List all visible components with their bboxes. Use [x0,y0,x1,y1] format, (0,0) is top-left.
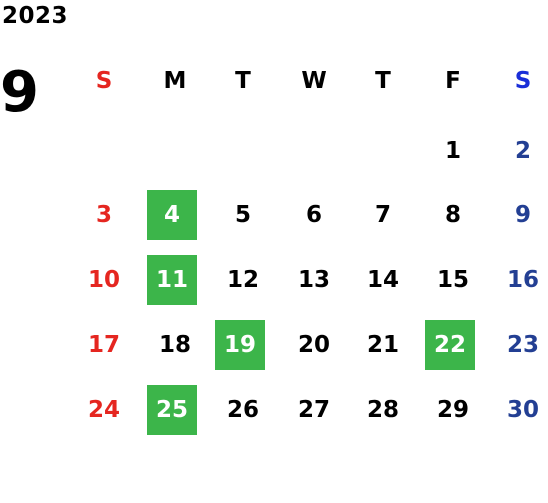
calendar-day[interactable]: 2 [514,138,531,164]
calendar-day[interactable]: 15 [436,267,469,293]
calendar-day[interactable]: 1 [444,138,461,164]
weekday-header-monday: M [163,68,187,94]
calendar-day[interactable]: 30 [506,397,539,423]
calendar-day[interactable]: 3 [95,202,112,228]
calendar-day[interactable]: 12 [226,267,259,293]
calendar-day[interactable]: 21 [366,332,399,358]
weekday-header-tuesday: T [235,68,251,94]
weekday-header-wednesday: W [301,68,327,94]
calendar-day-highlighted[interactable]: 11 [147,255,197,305]
calendar-day[interactable]: 24 [87,397,120,423]
weekday-header-thursday: T [375,68,391,94]
calendar-day[interactable]: 28 [366,397,399,423]
calendar-day[interactable]: 27 [297,397,330,423]
calendar-day[interactable]: 9 [514,202,531,228]
calendar-day[interactable]: 26 [226,397,259,423]
weekday-header-sunday: S [95,68,113,94]
calendar-day[interactable]: 29 [436,397,469,423]
calendar-day[interactable]: 18 [158,332,191,358]
calendar-day[interactable]: 14 [366,267,399,293]
calendar-day-highlighted[interactable]: 4 [147,190,197,240]
calendar-day[interactable]: 17 [87,332,120,358]
weekday-header-saturday: S [514,68,532,94]
calendar-day-highlighted[interactable]: 22 [425,320,475,370]
calendar-day[interactable]: 20 [297,332,330,358]
calendar-day-highlighted[interactable]: 25 [147,385,197,435]
calendar-day[interactable]: 5 [234,202,251,228]
calendar-year: 2023 [2,3,69,29]
calendar-day[interactable]: 10 [87,267,120,293]
calendar-day[interactable]: 7 [374,202,391,228]
calendar-day[interactable]: 8 [444,202,461,228]
calendar-day[interactable]: 16 [506,267,539,293]
calendar-month: 9 [0,60,39,125]
weekday-header-friday: F [445,68,461,94]
calendar-day[interactable]: 6 [305,202,322,228]
calendar-day-highlighted[interactable]: 19 [215,320,265,370]
calendar-day[interactable]: 13 [297,267,330,293]
calendar-day[interactable]: 23 [506,332,539,358]
